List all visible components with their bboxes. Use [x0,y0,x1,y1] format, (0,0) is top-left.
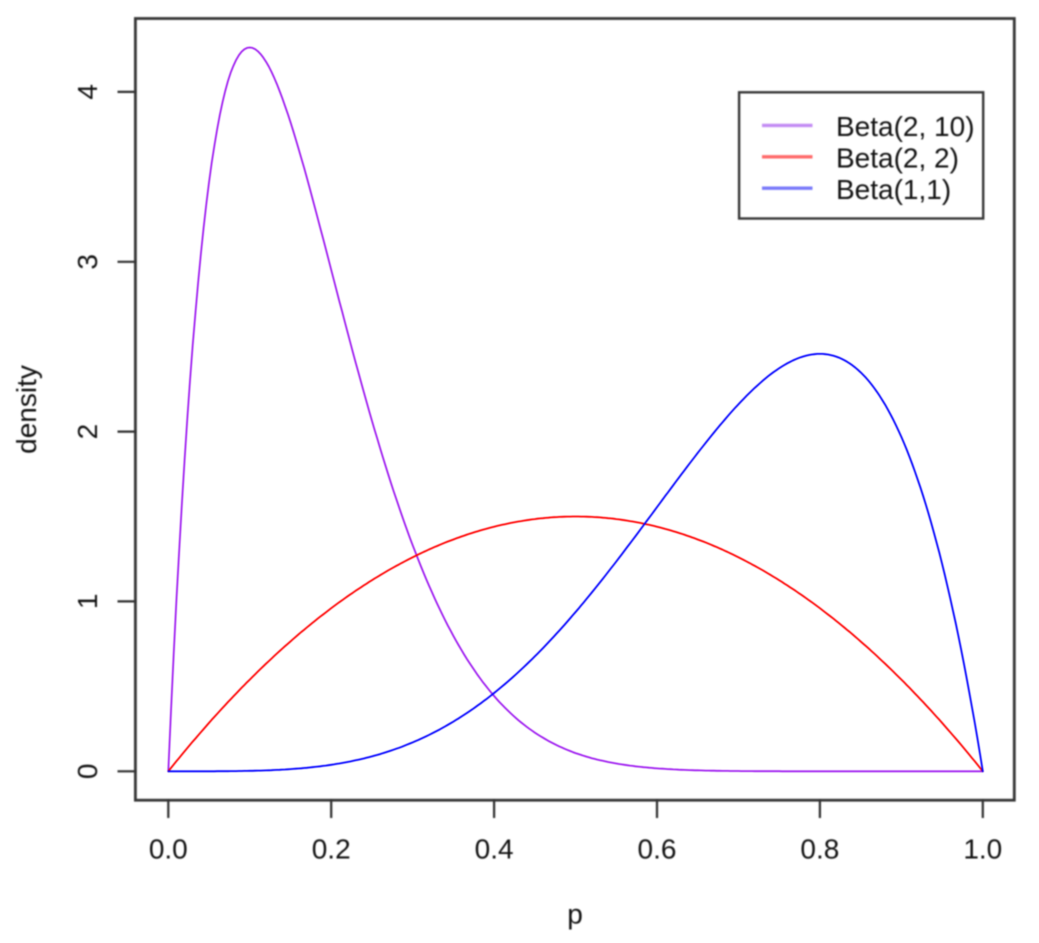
svg-text:0.6: 0.6 [638,834,677,865]
svg-text:density: density [11,365,42,454]
svg-text:0: 0 [72,764,103,780]
svg-text:3: 3 [72,254,103,270]
svg-text:Beta(2, 2): Beta(2, 2) [836,142,959,173]
svg-text:Beta(2, 10): Beta(2, 10) [836,111,975,142]
svg-text:Beta(1,1): Beta(1,1) [836,174,951,205]
svg-text:0.4: 0.4 [475,834,514,865]
svg-text:0.8: 0.8 [800,834,839,865]
svg-text:1: 1 [72,594,103,610]
svg-text:2: 2 [72,424,103,440]
svg-text:0.2: 0.2 [312,834,351,865]
svg-text:1.0: 1.0 [963,834,1002,865]
svg-text:0.0: 0.0 [149,834,188,865]
svg-text:p: p [567,899,583,930]
svg-text:4: 4 [72,84,103,100]
